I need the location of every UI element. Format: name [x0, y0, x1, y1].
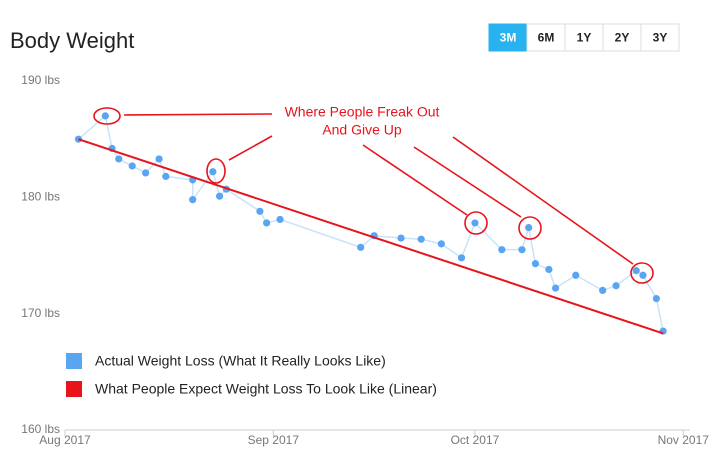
button-bg	[488, 23, 528, 52]
y-tick-label: 190 lbs	[21, 73, 60, 87]
annotation-text: And Give Up	[322, 122, 402, 138]
annotation-arrow	[123, 113, 273, 116]
data-point	[525, 223, 533, 232]
data-point	[498, 246, 506, 254]
annotation-circle	[630, 262, 654, 284]
data-point	[256, 207, 264, 215]
data-point	[632, 267, 640, 275]
data-point	[652, 294, 660, 303]
range-button[interactable]: 3Y	[640, 23, 680, 52]
data-point	[599, 286, 607, 294]
x-tick-label: Nov 2017	[658, 433, 710, 447]
legend-swatch	[66, 353, 82, 369]
annotation-arrow	[452, 136, 634, 265]
data-point	[545, 265, 553, 274]
legend-label: Actual Weight Loss (What It Really Looks…	[95, 353, 386, 369]
button-bg	[564, 23, 604, 52]
range-button[interactable]: 3M	[488, 23, 528, 52]
range-button[interactable]: 2Y	[602, 23, 642, 52]
data-point	[471, 219, 479, 227]
data-point	[142, 169, 150, 177]
legend-swatch	[66, 381, 82, 397]
x-tick-label: Oct 2017	[451, 433, 500, 447]
x-tick-label: Aug 2017	[39, 433, 91, 447]
axes: 160 lbs 170 lbs 180 lbs 190 lbs Aug 2017 Sep …	[21, 73, 709, 447]
button-label: 3M	[500, 31, 517, 45]
data-point	[162, 172, 170, 180]
y-tick-label: 170 lbs	[21, 306, 60, 320]
annotation-circle	[93, 107, 121, 125]
data-point	[397, 234, 405, 242]
data-point	[417, 235, 425, 243]
legend: Actual Weight Loss (What It Really Looks…	[66, 353, 437, 397]
range-selector: 3M 6M 1Y 2Y 3Y	[488, 23, 680, 52]
range-button[interactable]: 6M	[526, 23, 566, 52]
data-point	[74, 135, 83, 143]
annotation-circle	[464, 211, 488, 235]
data-point	[572, 271, 580, 279]
annotation-arrow	[362, 144, 468, 216]
data-point	[215, 192, 224, 200]
data-point	[263, 219, 271, 227]
button-label: 6M	[538, 31, 555, 45]
annotation-arrow	[228, 135, 273, 161]
button-label: 1Y	[577, 31, 592, 45]
data-point	[209, 168, 217, 176]
range-button[interactable]: 1Y	[564, 23, 604, 52]
legend-label: What People Expect Weight Loss To Look L…	[95, 381, 437, 397]
data-point	[189, 196, 197, 204]
data-point	[551, 284, 560, 292]
data-point	[612, 282, 620, 290]
button-label: 2Y	[615, 31, 630, 45]
y-tick-label: 180 lbs	[21, 190, 60, 204]
plot: Where People Freak Out And Give Up	[74, 104, 667, 335]
annotation-text: Where People Freak Out	[285, 104, 440, 120]
y-tick-label: 160 lbs	[21, 422, 60, 436]
series-line	[78, 138, 664, 335]
data-point	[531, 260, 540, 268]
data-point	[357, 243, 365, 251]
x-tick-label: Sep 2017	[248, 433, 300, 447]
data-point	[101, 112, 109, 120]
data-point	[115, 155, 123, 163]
data-point	[155, 155, 163, 163]
chart-title: Body Weight	[10, 28, 134, 53]
button-bg	[526, 23, 566, 52]
data-point	[437, 240, 445, 248]
button-label: 3Y	[653, 31, 668, 45]
annotation-circle	[206, 158, 226, 184]
data-point	[128, 162, 136, 170]
annotations	[93, 107, 654, 284]
data-point	[639, 271, 647, 279]
annotation-arrow	[413, 146, 522, 218]
data-point	[518, 246, 526, 254]
data-point	[276, 215, 284, 224]
data-point	[457, 254, 466, 262]
annotation-circle	[518, 216, 542, 240]
button-bg	[640, 23, 680, 52]
